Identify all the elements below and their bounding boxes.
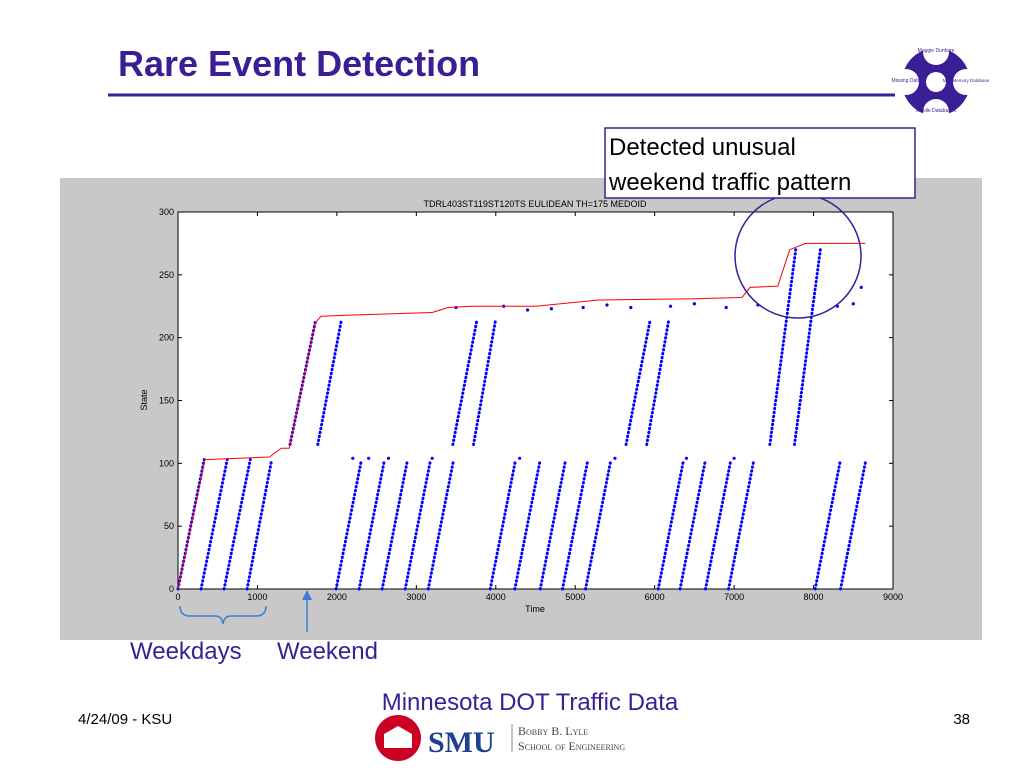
weekend-label: Weekend: [277, 638, 378, 665]
x-tick-label: 0: [175, 592, 180, 602]
point: [724, 305, 728, 310]
y-tick-label: 50: [164, 521, 174, 531]
y-tick-label: 0: [169, 584, 174, 594]
point: [851, 302, 855, 306]
school-name: SMU: [428, 726, 495, 759]
point: [525, 308, 530, 312]
school-line: School of Engineering: [518, 739, 625, 753]
callout-line: Detected unusual: [609, 134, 796, 161]
weekday-brace: [179, 605, 267, 625]
logo-node: [893, 69, 919, 95]
logo-node: [953, 69, 979, 95]
point: [692, 302, 696, 306]
slide-title: Rare Event Detection: [118, 43, 480, 84]
point: [430, 456, 434, 460]
point: [605, 303, 609, 307]
x-axis-label: Time: [525, 604, 545, 614]
point: [518, 456, 522, 460]
logo-center: [926, 72, 946, 92]
caption: Minnesota DOT Traffic Data: [382, 689, 679, 716]
x-tick-label: 1000: [247, 592, 267, 602]
logo-node: [923, 39, 949, 65]
y-tick-label: 300: [159, 207, 174, 217]
school-line: Bobby B. Lyle: [518, 724, 588, 738]
point: [613, 456, 617, 460]
logo-text: Maggie Dunham: [918, 48, 955, 54]
point: [668, 304, 673, 308]
school-logo: SMU Bobby B. Lyle School of Engineering: [375, 715, 625, 761]
x-tick-label: 3000: [406, 592, 426, 602]
x-tick-label: 4000: [486, 592, 506, 602]
logo-text: Mobile Databases: [916, 108, 957, 114]
y-tick-label: 250: [159, 270, 174, 280]
x-tick-label: 7000: [724, 592, 744, 602]
y-tick-label: 100: [159, 458, 174, 468]
x-tick-label: 5000: [565, 592, 585, 602]
weekend-arrowhead: [302, 590, 312, 600]
callout-box: [604, 127, 916, 199]
weekdays-label: Weekdays: [130, 638, 242, 665]
medoid-line: [177, 242, 866, 590]
point: [367, 456, 371, 460]
x-tick-label: 8000: [804, 592, 824, 602]
chart: TDRL403ST119ST120TS EULIDEAN TH=175 MEDO…: [139, 199, 903, 614]
point: [351, 456, 355, 460]
point: [859, 285, 863, 289]
x-tick-label: 6000: [645, 592, 665, 602]
seal-building: [384, 726, 412, 748]
point: [549, 307, 553, 311]
y-tick-label: 200: [159, 333, 174, 343]
logo-node: [923, 99, 949, 125]
point: [629, 305, 633, 310]
y-tick-label: 150: [159, 396, 174, 406]
point: [386, 456, 391, 460]
chart-title: TDRL403ST119ST120TS EULIDEAN TH=175 MEDO…: [423, 199, 647, 209]
y-axis-label: State: [139, 389, 149, 410]
point-trail: [176, 245, 868, 591]
callout-text: Detected unusual weekend traffic pattern: [608, 134, 851, 196]
logo: Maggie Dunham Missing Data MainMemory Da…: [892, 39, 990, 125]
plot-area: [177, 211, 894, 590]
date: 4/24/09 - KSU: [78, 711, 172, 728]
point: [684, 456, 689, 460]
logo-text: Missing Data: [892, 78, 921, 84]
x-tick-label: 2000: [327, 592, 347, 602]
page-number: 38: [953, 711, 970, 728]
logo-text: MainMemory Database: [943, 78, 990, 83]
point: [732, 456, 736, 460]
point: [581, 305, 585, 310]
x-tick-label: 9000: [883, 592, 903, 602]
callout-line: weekend traffic pattern: [608, 169, 851, 196]
